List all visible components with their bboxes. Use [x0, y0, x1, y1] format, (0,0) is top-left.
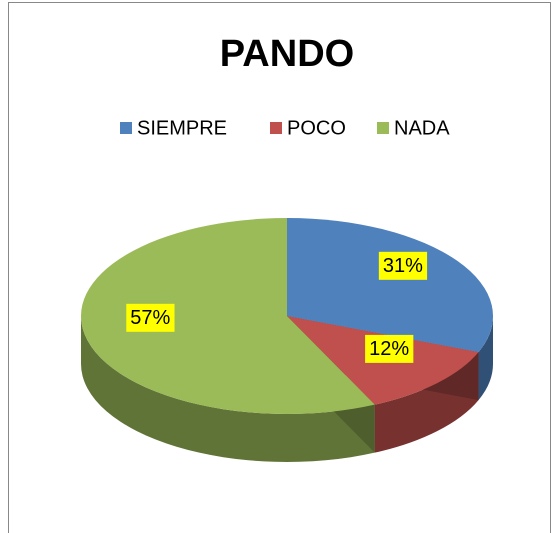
legend-swatch	[270, 122, 282, 134]
pie-slice	[287, 218, 493, 353]
chart-title: PANDO	[220, 33, 354, 75]
data-label-text: 31%	[383, 255, 423, 277]
data-label-box	[378, 251, 428, 280]
data-labels: 31% 12% 57%	[126, 251, 428, 363]
pie-slice	[80, 218, 375, 414]
pie-side	[81, 316, 375, 462]
legend-label: POCO	[287, 117, 346, 139]
legend-label: NADA	[394, 117, 450, 139]
legend-swatch	[377, 122, 389, 134]
data-label: 31%	[378, 251, 428, 280]
data-label-box	[365, 334, 414, 363]
data-label-box	[126, 303, 175, 332]
data-label-text: 57%	[130, 307, 170, 329]
legend-label: SIEMPRE	[137, 117, 227, 139]
pie-side	[478, 316, 493, 401]
data-label: 57%	[126, 303, 175, 332]
data-label: 12%	[365, 334, 414, 363]
legend: SIEMPRE POCO NADA	[120, 117, 450, 139]
legend-swatch	[120, 122, 132, 134]
data-label-text: 12%	[369, 338, 409, 360]
